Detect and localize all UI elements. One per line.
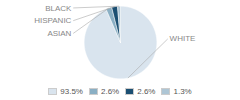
svg-text:WHITE: WHITE bbox=[170, 34, 196, 43]
html-text:2.6%: 2.6% bbox=[137, 86, 156, 96]
html-text:1.3%: 1.3% bbox=[173, 86, 192, 96]
html-text:93.5%: 93.5% bbox=[60, 86, 83, 96]
svg-text:ASIAN: ASIAN bbox=[47, 29, 71, 38]
html-text:2.6%: 2.6% bbox=[101, 86, 120, 96]
svg-text:BLACK: BLACK bbox=[45, 4, 72, 13]
svg-text:HISPANIC: HISPANIC bbox=[34, 16, 71, 25]
